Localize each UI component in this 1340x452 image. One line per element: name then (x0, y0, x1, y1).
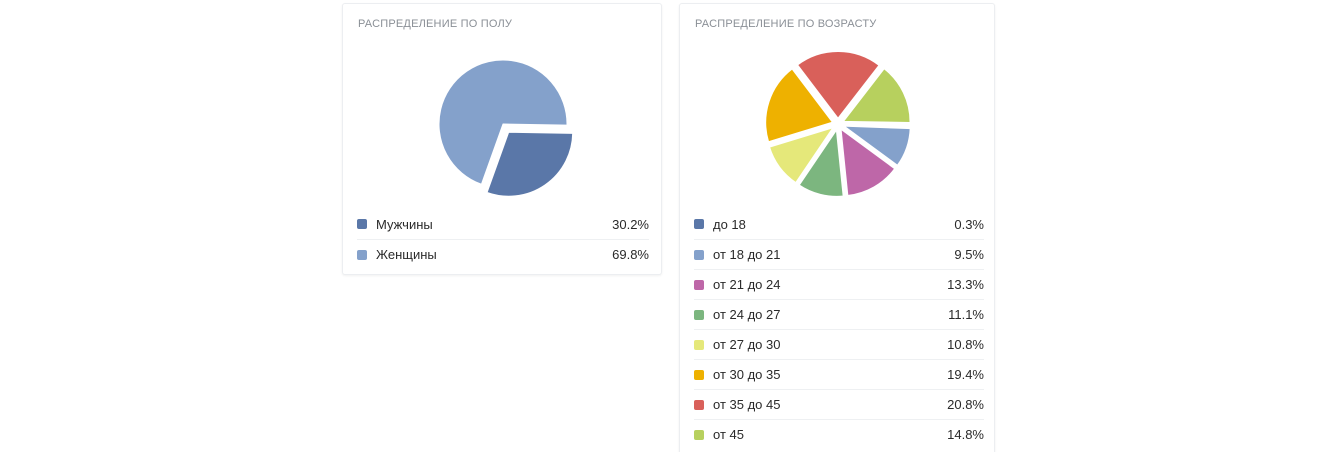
age-legend-item[interactable]: от 24 до 27 11.1% (694, 299, 984, 329)
gender-legend-label: Женщины (376, 247, 437, 262)
age-legend-value: 13.3% (947, 277, 984, 292)
age-legend-label: от 24 до 27 (713, 307, 781, 322)
age-legend-label: от 35 до 45 (713, 397, 781, 412)
age-legend-value: 14.8% (947, 427, 984, 442)
age-legend-swatch (694, 399, 704, 410)
gender-legend-swatch (357, 219, 367, 229)
gender-chart-title: РАСПРЕДЕЛЕНИЕ ПО ПОЛУ (358, 18, 513, 30)
age-distribution-card: РАСПРЕДЕЛЕНИЕ ПО ВОЗРАСТУ до 18 0.3% от 18… (679, 3, 995, 452)
age-pie-slice[interactable] (841, 67, 912, 125)
age-legend-swatch (694, 309, 704, 320)
gender-legend-value: 30.2% (612, 216, 649, 232)
age-legend-label: от 18 до 21 (713, 247, 781, 262)
age-legend-item[interactable]: до 18 0.3% (694, 209, 984, 239)
age-pie-slice[interactable] (767, 125, 835, 185)
age-legend-swatch (694, 219, 704, 229)
gender-legend-value: 69.8% (612, 247, 649, 262)
age-legend-label: от 45 (713, 427, 744, 442)
age-pie-slice[interactable] (839, 127, 897, 197)
age-legend-item[interactable]: от 21 до 24 13.3% (694, 269, 984, 299)
age-legend-swatch (694, 369, 704, 380)
gender-legend: Мужчины 30.2% Женщины 69.8% (357, 209, 649, 269)
age-chart-title: РАСПРЕДЕЛЕНИЕ ПО ВОЗРАСТУ (695, 18, 877, 30)
gender-distribution-card: РАСПРЕДЕЛЕНИЕ ПО ПОЛУ Мужчины 30.2% Женщин… (342, 3, 662, 275)
age-legend-label: до 18 (713, 216, 746, 232)
age-legend-label: от 30 до 35 (713, 367, 781, 382)
age-legend-value: 19.4% (947, 367, 984, 382)
age-legend-swatch (694, 249, 704, 260)
age-legend: до 18 0.3% от 18 до 21 9.5% от 21 до 24 13.3%… (694, 209, 984, 449)
age-pie-slice[interactable] (841, 123, 912, 128)
age-pie-chart (764, 50, 912, 198)
gender-legend-swatch (357, 249, 367, 260)
age-legend-item[interactable]: от 35 до 45 20.8% (694, 389, 984, 419)
age-legend-value: 11.1% (948, 307, 984, 322)
age-legend-label: от 21 до 24 (713, 277, 781, 292)
age-legend-swatch (694, 339, 704, 350)
age-legend-label: от 27 до 30 (713, 337, 781, 352)
age-legend-item[interactable]: от 18 до 21 9.5% (694, 239, 984, 269)
gender-pie-chart (438, 59, 574, 197)
gender-pie-slice[interactable] (486, 131, 574, 197)
age-legend-value: 20.8% (947, 397, 984, 412)
age-legend-value: 9.5% (954, 247, 984, 262)
age-pie-slice[interactable] (764, 67, 835, 144)
age-legend-item[interactable]: от 27 до 30 10.8% (694, 329, 984, 359)
gender-legend-label: Мужчины (376, 216, 433, 232)
gender-legend-item[interactable]: Женщины 69.8% (357, 239, 649, 269)
age-legend-swatch (694, 279, 704, 290)
age-pie-slice[interactable] (795, 50, 881, 121)
gender-legend-item[interactable]: Мужчины 30.2% (357, 209, 649, 239)
age-pie-slice[interactable] (841, 124, 912, 167)
age-pie-slice[interactable] (797, 127, 845, 198)
age-legend-value: 0.3% (954, 216, 984, 232)
gender-pie-slice[interactable] (438, 59, 568, 185)
age-legend-item[interactable]: от 45 14.8% (694, 419, 984, 449)
age-legend-item[interactable]: от 30 до 35 19.4% (694, 359, 984, 389)
age-legend-swatch (694, 429, 704, 440)
age-legend-value: 10.8% (947, 337, 984, 352)
